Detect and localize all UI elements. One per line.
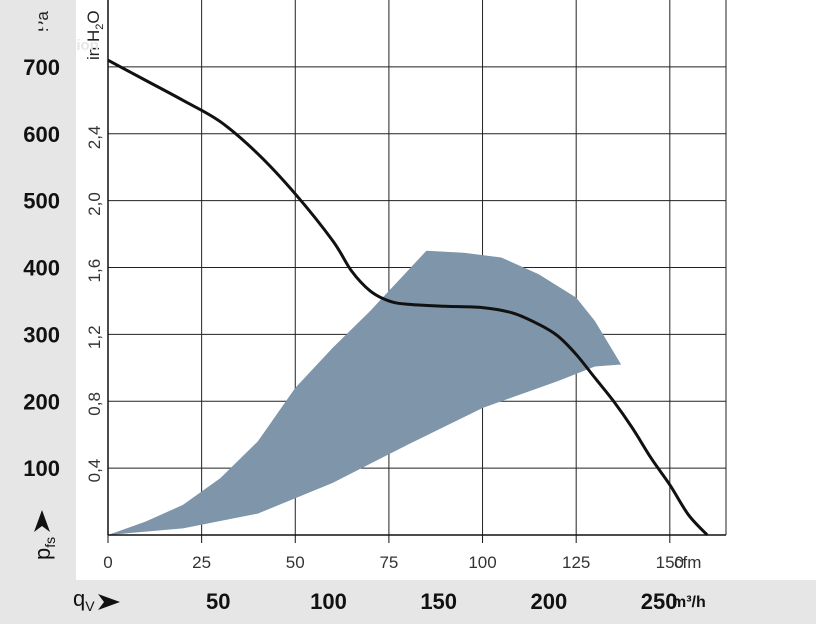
pa-tick-label: 400 [23,256,60,281]
x-axis-symbol: q [73,586,85,611]
x-axis-title: qV [73,586,95,614]
x-axis-arrow-icon [98,594,120,610]
y-axis-arrow-icon [34,510,50,532]
cfm-tick-label: 50 [286,553,305,572]
watermark-logo-bottom: AbN automation [716,578,797,615]
y-axis-title: pfs [30,537,58,560]
cfm-tick-label: 150 [656,553,684,572]
pa-tick-label: 200 [23,389,60,414]
svg-text:AbN: AbN [18,16,63,41]
pressure-curve-line [107,58,709,537]
pressure-curve [107,58,709,537]
svg-text:pfs: pfs [30,537,58,560]
m3h-tick-label: 50 [206,589,230,614]
axis-labels: 100 200 300 400 500 600 700 0,4 0,8 1,2 1,6 2,0 2,4 0… [23,55,684,614]
operating-range-area [108,250,622,535]
pa-tick-label: 100 [23,456,60,481]
x-axis-subscript: V [85,598,95,614]
pa-tick-label: 500 [23,189,60,214]
inh2o-tick-label: 2,4 [85,126,104,150]
axes [107,0,726,543]
m3h-tick-label: 100 [310,589,347,614]
cfm-tick-label: 75 [379,553,398,572]
left-axis-panel [0,0,76,580]
bottom-axis-panel [0,580,816,624]
cfm-tick-label: 0 [103,553,112,572]
pa-tick-label: 600 [23,122,60,147]
svg-text:AbN: AbN [726,578,771,603]
svg-text:automation: automation [18,37,99,54]
y-axis-subscript: fs [42,537,58,548]
m3h-tick-label: 250 [641,589,678,614]
in-h2o-unit-label: in H2O [84,10,106,60]
cfm-tick-label: 125 [562,553,590,572]
m3h-tick-label: 200 [531,589,568,614]
cfm-unit-label: cfm [674,553,701,572]
y-axis-symbol: p [30,548,55,560]
inh2o-tick-label: 1,2 [85,325,104,349]
pa-tick-label: 300 [23,322,60,347]
pa-tick-label: 700 [23,55,60,80]
cfm-tick-label: 100 [468,553,496,572]
cfm-tick-label: 25 [192,553,211,572]
pa-unit-label: Pa [33,11,52,32]
inh2o-tick-label: 1,6 [85,259,104,283]
svg-text:automation: automation [716,598,797,615]
inh2o-tick-label: 0,4 [85,459,104,483]
operating-range-fill [108,250,622,535]
inh2o-tick-label: 2,0 [85,192,104,216]
inh2o-tick-label: 0,8 [85,392,104,416]
watermark-logo-top: AbN automation [18,16,99,54]
m3h-unit-label: m³/h [672,594,706,611]
m3h-tick-label: 150 [420,589,457,614]
